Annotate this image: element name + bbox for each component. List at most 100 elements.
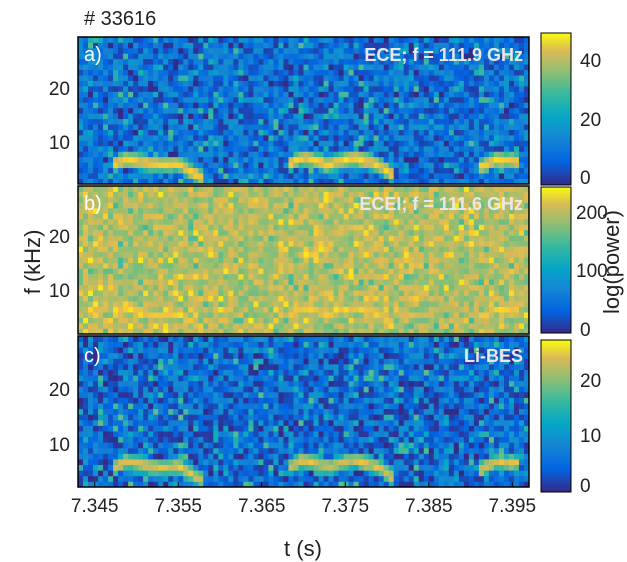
heatmap-cell bbox=[113, 145, 119, 152]
heatmap-cell bbox=[428, 295, 435, 302]
heatmap-cell bbox=[183, 64, 189, 71]
heatmap-cell bbox=[418, 118, 425, 125]
heatmap-cell bbox=[158, 262, 164, 269]
heatmap-cell bbox=[293, 202, 299, 209]
heatmap-cell bbox=[398, 140, 405, 147]
heatmap-cell bbox=[78, 96, 84, 103]
heatmap-cell bbox=[168, 328, 174, 335]
heatmap-cell bbox=[438, 102, 445, 109]
heatmap-cell bbox=[413, 53, 420, 60]
heatmap-cell bbox=[448, 235, 455, 242]
heatmap-cell bbox=[298, 96, 304, 103]
heatmap-cell bbox=[173, 178, 179, 185]
heatmap-cell bbox=[478, 273, 485, 280]
heatmap-cell bbox=[433, 290, 440, 297]
heatmap-cell bbox=[318, 145, 324, 152]
heatmap-cell bbox=[293, 102, 299, 109]
heatmap-cell bbox=[158, 37, 164, 43]
heatmap-cell bbox=[388, 213, 395, 220]
heatmap-cell bbox=[243, 53, 249, 60]
heatmap-cell bbox=[498, 47, 505, 54]
heatmap-cell bbox=[343, 323, 349, 329]
panel-a-frame bbox=[77, 36, 530, 185]
heatmap-cell bbox=[158, 113, 164, 120]
heatmap-cell bbox=[118, 328, 124, 335]
heatmap-cell bbox=[493, 80, 500, 87]
heatmap-cell bbox=[173, 91, 179, 98]
heatmap-cell bbox=[223, 224, 229, 231]
heatmap-cell bbox=[138, 240, 144, 247]
heatmap-cell bbox=[148, 151, 154, 158]
heatmap-cell bbox=[433, 42, 440, 49]
heatmap-cell bbox=[183, 80, 189, 87]
heatmap-cell bbox=[233, 290, 239, 297]
heatmap-cell bbox=[418, 47, 425, 54]
heatmap-cell bbox=[133, 124, 139, 130]
heatmap-cell bbox=[408, 251, 415, 258]
heatmap-cell bbox=[378, 107, 385, 114]
heatmap-cell bbox=[488, 80, 495, 87]
heatmap-cell bbox=[433, 186, 440, 192]
heatmap-cell bbox=[503, 251, 510, 258]
heatmap-cell bbox=[373, 246, 380, 253]
heatmap-cell bbox=[203, 167, 209, 174]
heatmap-cell bbox=[78, 470, 84, 477]
heatmap-cell bbox=[233, 235, 239, 242]
heatmap-cell bbox=[113, 196, 119, 203]
heatmap-cell bbox=[253, 196, 259, 203]
heatmap-cell bbox=[478, 80, 485, 87]
heatmap-cell bbox=[313, 96, 319, 103]
heatmap-cell bbox=[403, 86, 410, 92]
heatmap-cell bbox=[213, 113, 219, 120]
heatmap-cell bbox=[318, 80, 324, 87]
heatmap-cell bbox=[328, 207, 334, 214]
heatmap-cell bbox=[453, 235, 460, 242]
heatmap-cell bbox=[208, 246, 214, 253]
heatmap-cell bbox=[83, 447, 89, 454]
heatmap-cell bbox=[303, 37, 309, 43]
heatmap-cell bbox=[463, 86, 470, 92]
heatmap-cell bbox=[328, 80, 334, 87]
heatmap-cell bbox=[493, 235, 500, 242]
heatmap-cell bbox=[348, 129, 355, 136]
heatmap-cell bbox=[153, 301, 159, 307]
heatmap-cell bbox=[453, 191, 460, 198]
heatmap-cell bbox=[473, 246, 480, 253]
heatmap-cell bbox=[228, 191, 234, 198]
heatmap-cell bbox=[318, 196, 324, 203]
heatmap-cell bbox=[473, 290, 480, 297]
heatmap-cell bbox=[88, 341, 94, 348]
heatmap-cell bbox=[303, 262, 309, 269]
heatmap-cell bbox=[123, 317, 129, 324]
heatmap-cell bbox=[88, 447, 94, 454]
heatmap-cell bbox=[158, 129, 164, 136]
heatmap-cell bbox=[403, 162, 410, 169]
heatmap-cell bbox=[378, 202, 385, 209]
heatmap-cell bbox=[258, 156, 264, 163]
heatmap-cell bbox=[128, 47, 134, 54]
heatmap-cell bbox=[458, 328, 465, 335]
heatmap-cell bbox=[323, 113, 329, 120]
heatmap-cell bbox=[78, 414, 84, 421]
heatmap-cell bbox=[338, 129, 344, 136]
heatmap-cell bbox=[93, 352, 99, 359]
heatmap-cell bbox=[258, 196, 264, 203]
heatmap-cell bbox=[433, 224, 440, 231]
heatmap-cell bbox=[253, 328, 259, 335]
heatmap-cell bbox=[373, 58, 380, 65]
heatmap-cell bbox=[418, 145, 425, 152]
heatmap-cell bbox=[323, 306, 329, 313]
heatmap-cell bbox=[488, 64, 495, 71]
heatmap-cell bbox=[328, 96, 334, 103]
heatmap-cell bbox=[163, 107, 169, 114]
heatmap-cell bbox=[438, 186, 445, 192]
heatmap-cell bbox=[243, 240, 249, 247]
heatmap-cell bbox=[173, 80, 179, 87]
heatmap-cell bbox=[263, 107, 269, 114]
heatmap-cell bbox=[83, 58, 89, 65]
heatmap-cell bbox=[503, 301, 510, 307]
heatmap-cell bbox=[218, 213, 224, 220]
heatmap-cell bbox=[213, 229, 219, 236]
heatmap-cell bbox=[478, 102, 485, 109]
heatmap-cell bbox=[178, 207, 184, 214]
